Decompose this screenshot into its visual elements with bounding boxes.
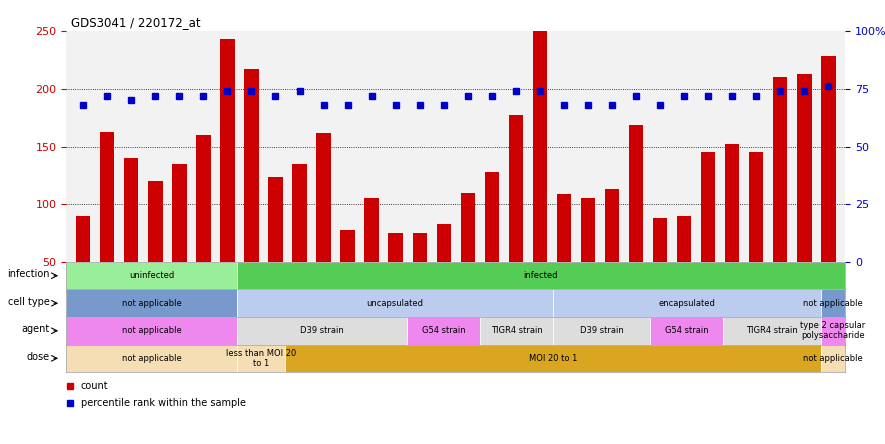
Text: dose: dose [27, 352, 50, 362]
Bar [389, 233, 403, 320]
Bar [821, 289, 845, 317]
Bar [237, 317, 407, 345]
Bar [821, 56, 835, 320]
Bar [341, 230, 355, 320]
Text: GDS3041 / 220172_at: GDS3041 / 220172_at [71, 16, 200, 29]
Text: G54 strain: G54 strain [666, 326, 709, 335]
Bar [237, 262, 845, 289]
Text: uninfected: uninfected [129, 271, 174, 280]
Bar [66, 262, 237, 289]
Bar [124, 158, 138, 320]
Text: not applicable: not applicable [803, 354, 863, 363]
Bar [237, 289, 553, 317]
Bar [773, 77, 788, 320]
Bar [653, 218, 667, 320]
Bar [724, 317, 821, 345]
Text: agent: agent [21, 325, 50, 334]
Bar [553, 317, 650, 345]
Bar [749, 152, 764, 320]
Bar [821, 345, 845, 372]
Bar [821, 317, 845, 345]
Bar [66, 345, 237, 372]
Bar [100, 131, 114, 320]
Text: cell type: cell type [8, 297, 50, 307]
Bar [553, 289, 821, 317]
Bar [436, 224, 451, 320]
Text: G54 strain: G54 strain [422, 326, 466, 335]
Bar [220, 39, 235, 320]
Text: not applicable: not applicable [803, 299, 863, 308]
Bar [629, 125, 643, 320]
Bar [244, 69, 258, 320]
Bar [316, 133, 331, 320]
Text: uncapsulated: uncapsulated [366, 299, 423, 308]
Bar [286, 345, 821, 372]
Bar [412, 233, 427, 320]
Bar [292, 164, 307, 320]
Bar [268, 177, 282, 320]
Text: percentile rank within the sample: percentile rank within the sample [81, 398, 245, 408]
Text: TIGR4 strain: TIGR4 strain [491, 326, 543, 335]
Bar [485, 172, 499, 320]
Bar [173, 164, 187, 320]
Bar [604, 189, 620, 320]
Bar [365, 198, 379, 320]
Text: D39 strain: D39 strain [300, 326, 343, 335]
Text: D39 strain: D39 strain [580, 326, 624, 335]
Text: type 2 capsular
polysaccharide: type 2 capsular polysaccharide [800, 321, 866, 341]
Text: encapsulated: encapsulated [658, 299, 715, 308]
Bar [725, 144, 739, 320]
Text: not applicable: not applicable [121, 326, 181, 335]
Text: infected: infected [524, 271, 558, 280]
Bar [66, 317, 237, 345]
Bar [460, 193, 475, 320]
Bar [237, 345, 285, 372]
Bar [66, 289, 237, 317]
Bar [196, 135, 211, 320]
Bar [557, 194, 571, 320]
Bar [650, 317, 724, 345]
Bar [701, 152, 715, 320]
Bar [533, 31, 547, 320]
Text: count: count [81, 381, 108, 392]
Text: not applicable: not applicable [121, 299, 181, 308]
Text: TIGR4 strain: TIGR4 strain [746, 326, 798, 335]
Text: less than MOI 20
to 1: less than MOI 20 to 1 [226, 349, 296, 368]
Bar [509, 115, 523, 320]
Bar [76, 216, 90, 320]
Bar [148, 181, 163, 320]
Bar [480, 317, 553, 345]
Text: MOI 20 to 1: MOI 20 to 1 [529, 354, 577, 363]
Text: not applicable: not applicable [121, 354, 181, 363]
Bar [581, 198, 596, 320]
Bar [677, 216, 691, 320]
Text: infection: infection [7, 270, 50, 279]
Bar [797, 74, 812, 320]
Bar [407, 317, 480, 345]
